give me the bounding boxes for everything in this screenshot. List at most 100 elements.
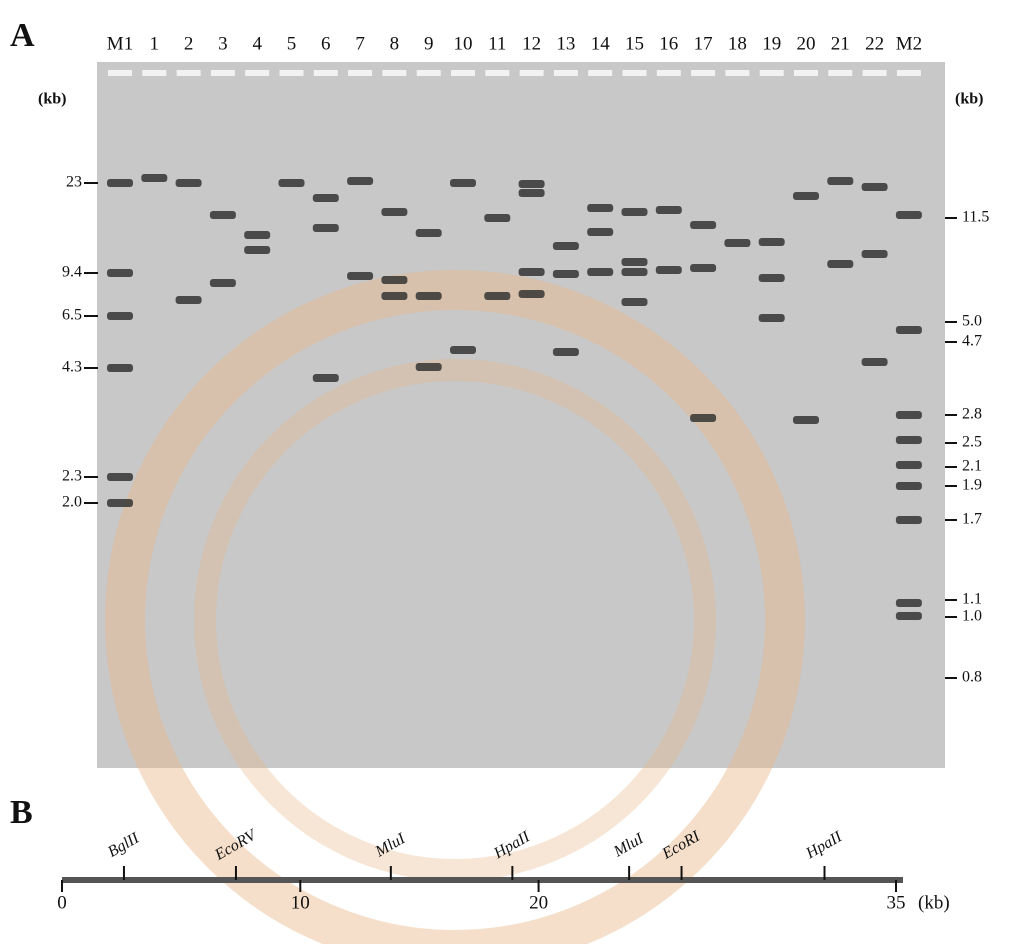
band bbox=[519, 189, 545, 197]
gel bbox=[97, 62, 945, 768]
marker-label: 6.5 bbox=[62, 307, 82, 324]
band bbox=[519, 180, 545, 188]
marker-label: 1.0 bbox=[962, 608, 982, 625]
marker-label: 11.5 bbox=[962, 209, 989, 226]
band bbox=[313, 374, 339, 382]
band bbox=[896, 326, 922, 334]
well bbox=[211, 70, 235, 76]
marker-label: 4.3 bbox=[62, 359, 82, 376]
well bbox=[863, 70, 887, 76]
marker-label: 2.1 bbox=[962, 458, 982, 475]
lane-label: 18 bbox=[728, 33, 747, 54]
site-label: HpaII bbox=[802, 828, 845, 863]
band bbox=[244, 246, 270, 254]
band bbox=[862, 250, 888, 258]
marker-label: 9.4 bbox=[62, 264, 82, 281]
lane-label: 22 bbox=[865, 33, 884, 54]
lane-label: 11 bbox=[488, 33, 506, 54]
well bbox=[691, 70, 715, 76]
lane-label: 1 bbox=[150, 33, 160, 54]
well bbox=[725, 70, 749, 76]
band bbox=[381, 276, 407, 284]
band bbox=[519, 290, 545, 298]
marker-label: 1.1 bbox=[962, 591, 982, 608]
band bbox=[793, 192, 819, 200]
band bbox=[347, 272, 373, 280]
well bbox=[897, 70, 921, 76]
band bbox=[176, 179, 202, 187]
lane-label: 20 bbox=[797, 33, 816, 54]
panel-label: A bbox=[10, 17, 35, 54]
lane-label: 17 bbox=[694, 33, 713, 54]
band bbox=[724, 239, 750, 247]
marker-label: 23 bbox=[66, 174, 82, 191]
band bbox=[279, 179, 305, 187]
lane-label: 21 bbox=[831, 33, 850, 54]
band bbox=[107, 312, 133, 320]
well bbox=[348, 70, 372, 76]
band bbox=[107, 364, 133, 372]
band bbox=[862, 183, 888, 191]
well bbox=[177, 70, 201, 76]
band bbox=[896, 411, 922, 419]
well bbox=[382, 70, 406, 76]
band bbox=[896, 599, 922, 607]
well bbox=[657, 70, 681, 76]
band bbox=[827, 260, 853, 268]
well bbox=[588, 70, 612, 76]
band bbox=[244, 231, 270, 239]
band bbox=[862, 358, 888, 366]
lane-label: 14 bbox=[591, 33, 611, 54]
lane-label: 4 bbox=[252, 33, 262, 54]
band bbox=[450, 179, 476, 187]
band bbox=[690, 414, 716, 422]
band bbox=[896, 436, 922, 444]
band bbox=[587, 268, 613, 276]
band bbox=[622, 298, 648, 306]
band bbox=[622, 268, 648, 276]
lane-label: M2 bbox=[896, 33, 922, 54]
lane-label: 8 bbox=[390, 33, 400, 54]
lane-label: 6 bbox=[321, 33, 331, 54]
band bbox=[381, 292, 407, 300]
band bbox=[107, 473, 133, 481]
marker-label: 1.7 bbox=[962, 511, 982, 528]
band bbox=[656, 266, 682, 274]
marker-label: 1.9 bbox=[962, 477, 982, 494]
band bbox=[759, 238, 785, 246]
band bbox=[690, 264, 716, 272]
marker-label: 5.0 bbox=[962, 313, 982, 330]
band bbox=[176, 296, 202, 304]
lane-label: 7 bbox=[355, 33, 365, 54]
well bbox=[520, 70, 544, 76]
axis-label: 10 bbox=[291, 892, 310, 913]
lane-label: 16 bbox=[659, 33, 678, 54]
band bbox=[690, 221, 716, 229]
band bbox=[896, 612, 922, 620]
marker-label: 2.5 bbox=[962, 434, 982, 451]
band bbox=[347, 177, 373, 185]
marker-label: 0.8 bbox=[962, 669, 982, 686]
lane-label: 2 bbox=[184, 33, 194, 54]
band bbox=[210, 279, 236, 287]
lane-label: 3 bbox=[218, 33, 228, 54]
well bbox=[142, 70, 166, 76]
band bbox=[759, 314, 785, 322]
well bbox=[417, 70, 441, 76]
band bbox=[210, 211, 236, 219]
band bbox=[896, 211, 922, 219]
band bbox=[827, 177, 853, 185]
lane-label: 5 bbox=[287, 33, 297, 54]
lane-label: 12 bbox=[522, 33, 541, 54]
marker-label: 2.3 bbox=[62, 468, 82, 485]
marker-label: 4.7 bbox=[962, 333, 982, 350]
band bbox=[141, 174, 167, 182]
well bbox=[828, 70, 852, 76]
band bbox=[622, 208, 648, 216]
band bbox=[484, 292, 510, 300]
axis-label: 35 bbox=[887, 892, 906, 913]
band bbox=[656, 206, 682, 214]
axis-label: 0 bbox=[57, 892, 67, 913]
site-label: MluI bbox=[610, 830, 647, 861]
well bbox=[314, 70, 338, 76]
